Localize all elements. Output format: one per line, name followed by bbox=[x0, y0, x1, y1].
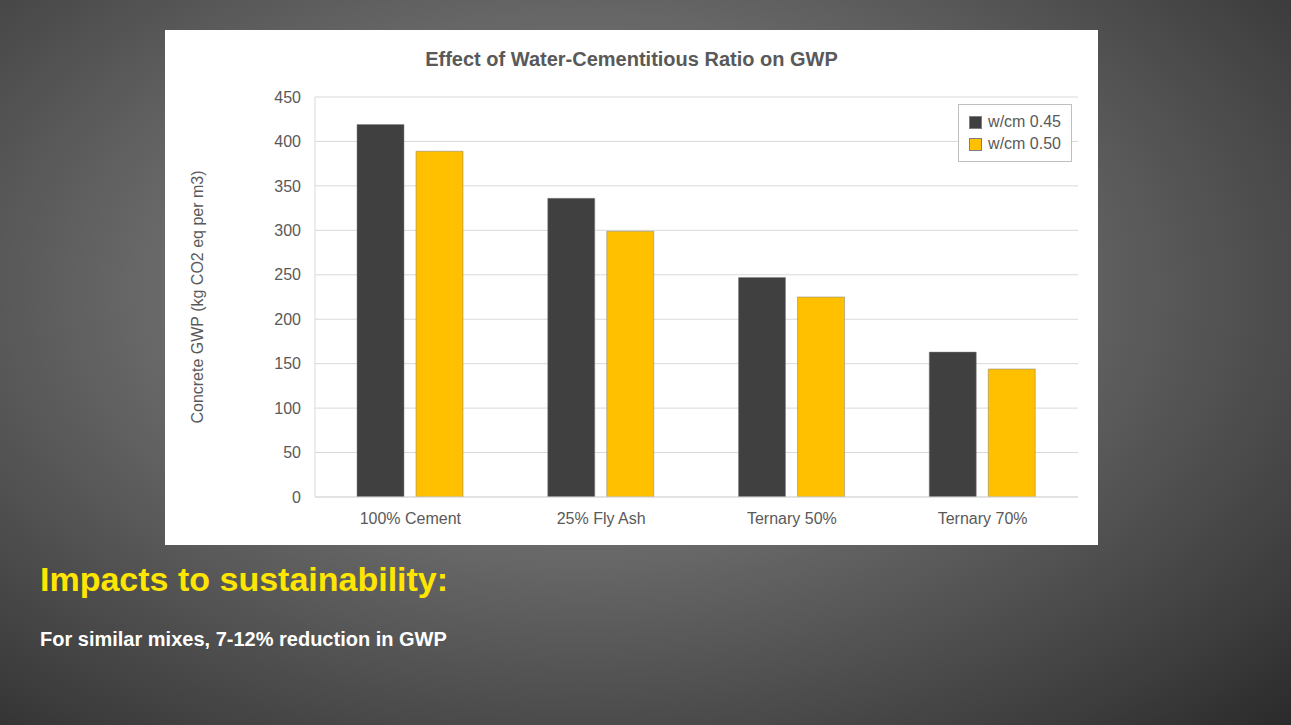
svg-text:100: 100 bbox=[274, 400, 301, 417]
svg-text:0: 0 bbox=[292, 489, 301, 506]
svg-text:Ternary 50%: Ternary 50% bbox=[747, 510, 837, 527]
svg-text:300: 300 bbox=[274, 222, 301, 239]
svg-text:25% Fly Ash: 25% Fly Ash bbox=[557, 510, 646, 527]
html-text:w/cm 0.45: w/cm 0.45 bbox=[988, 113, 1061, 130]
svg-text:200: 200 bbox=[274, 311, 301, 328]
svg-text:400: 400 bbox=[274, 133, 301, 150]
svg-text:Ternary 70%: Ternary 70% bbox=[938, 510, 1028, 527]
html-text:Effect of Water-Cementitious R: Effect of Water-Cementitious Ratio on GW… bbox=[425, 48, 838, 70]
svg-text:250: 250 bbox=[274, 266, 301, 283]
svg-text:Concrete GWP (kg CO2 eq per m3: Concrete GWP (kg CO2 eq per m3) bbox=[189, 170, 206, 423]
svg-text:350: 350 bbox=[274, 178, 301, 195]
svg-text:150: 150 bbox=[274, 355, 301, 372]
html-text:w/cm 0.50: w/cm 0.50 bbox=[988, 135, 1061, 152]
svg-text:450: 450 bbox=[274, 89, 301, 106]
html-text:For similar mixes, 7-12% reduc: For similar mixes, 7-12% reduction in GW… bbox=[40, 628, 447, 650]
svg-text:100% Cement: 100% Cement bbox=[360, 510, 462, 527]
svg-text:50: 50 bbox=[283, 444, 301, 461]
html-text:Impacts to sustainability:: Impacts to sustainability: bbox=[40, 560, 449, 598]
